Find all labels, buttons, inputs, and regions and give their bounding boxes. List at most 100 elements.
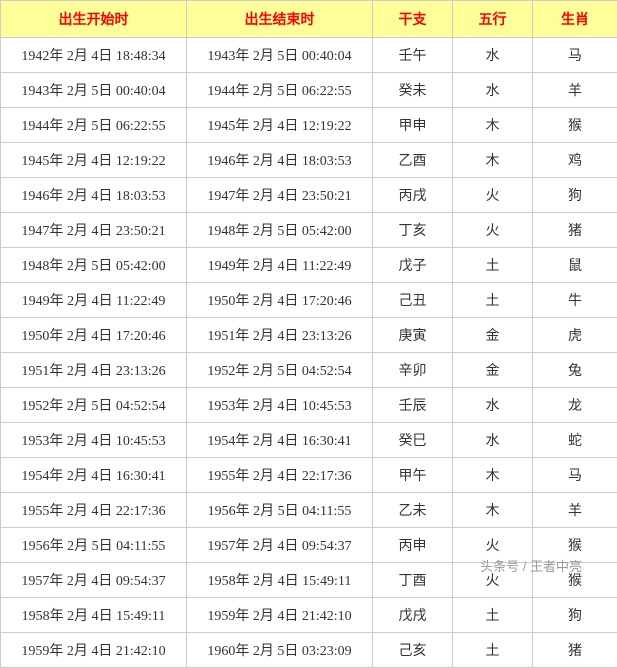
table-row: 1959年 2月 4日 21:42:101960年 2月 5日 03:23:09… — [1, 633, 617, 668]
cell-wx: 木 — [453, 493, 533, 528]
cell-sx: 蛇 — [533, 423, 617, 458]
table-row: 1944年 2月 5日 06:22:551945年 2月 4日 12:19:22… — [1, 108, 617, 143]
cell-sx: 牛 — [533, 283, 617, 318]
cell-gz: 壬辰 — [373, 388, 453, 423]
cell-gz: 丙戌 — [373, 178, 453, 213]
header-wuxing: 五行 — [453, 1, 533, 38]
cell-wx: 土 — [453, 598, 533, 633]
cell-sx: 羊 — [533, 493, 617, 528]
cell-end: 1947年 2月 4日 23:50:21 — [187, 178, 373, 213]
cell-start: 1944年 2月 5日 06:22:55 — [1, 108, 187, 143]
cell-end: 1958年 2月 4日 15:49:11 — [187, 563, 373, 598]
cell-start: 1949年 2月 4日 11:22:49 — [1, 283, 187, 318]
cell-start: 1945年 2月 4日 12:19:22 — [1, 143, 187, 178]
cell-end: 1944年 2月 5日 06:22:55 — [187, 73, 373, 108]
table-row: 1958年 2月 4日 15:49:111959年 2月 4日 21:42:10… — [1, 598, 617, 633]
table-row: 1950年 2月 4日 17:20:461951年 2月 4日 23:13:26… — [1, 318, 617, 353]
cell-sx: 马 — [533, 458, 617, 493]
cell-gz: 癸巳 — [373, 423, 453, 458]
cell-wx: 火 — [453, 178, 533, 213]
table-row: 1943年 2月 5日 00:40:041944年 2月 5日 06:22:55… — [1, 73, 617, 108]
table-row: 1945年 2月 4日 12:19:221946年 2月 4日 18:03:53… — [1, 143, 617, 178]
cell-start: 1948年 2月 5日 05:42:00 — [1, 248, 187, 283]
cell-end: 1949年 2月 4日 11:22:49 — [187, 248, 373, 283]
cell-wx: 水 — [453, 423, 533, 458]
cell-end: 1955年 2月 4日 22:17:36 — [187, 458, 373, 493]
cell-wx: 木 — [453, 458, 533, 493]
cell-wx: 土 — [453, 248, 533, 283]
cell-end: 1951年 2月 4日 23:13:26 — [187, 318, 373, 353]
cell-wx: 火 — [453, 563, 533, 598]
table-row: 1949年 2月 4日 11:22:491950年 2月 4日 17:20:46… — [1, 283, 617, 318]
cell-sx: 猴 — [533, 528, 617, 563]
cell-wx: 土 — [453, 283, 533, 318]
cell-start: 1947年 2月 4日 23:50:21 — [1, 213, 187, 248]
cell-wx: 水 — [453, 38, 533, 73]
cell-wx: 木 — [453, 143, 533, 178]
cell-start: 1943年 2月 5日 00:40:04 — [1, 73, 187, 108]
cell-wx: 火 — [453, 213, 533, 248]
cell-sx: 鼠 — [533, 248, 617, 283]
cell-gz: 癸未 — [373, 73, 453, 108]
cell-end: 1959年 2月 4日 21:42:10 — [187, 598, 373, 633]
cell-sx: 猪 — [533, 213, 617, 248]
cell-sx: 龙 — [533, 388, 617, 423]
cell-start: 1958年 2月 4日 15:49:11 — [1, 598, 187, 633]
table-row: 1948年 2月 5日 05:42:001949年 2月 4日 11:22:49… — [1, 248, 617, 283]
cell-sx: 狗 — [533, 178, 617, 213]
cell-end: 1953年 2月 4日 10:45:53 — [187, 388, 373, 423]
cell-gz: 丁酉 — [373, 563, 453, 598]
table-row: 1953年 2月 4日 10:45:531954年 2月 4日 16:30:41… — [1, 423, 617, 458]
cell-gz: 丁亥 — [373, 213, 453, 248]
table-row: 1955年 2月 4日 22:17:361956年 2月 5日 04:11:55… — [1, 493, 617, 528]
cell-gz: 乙未 — [373, 493, 453, 528]
header-row: 出生开始时 出生结束时 干支 五行 生肖 — [1, 1, 617, 38]
cell-sx: 马 — [533, 38, 617, 73]
cell-wx: 金 — [453, 318, 533, 353]
cell-gz: 己亥 — [373, 633, 453, 668]
cell-start: 1954年 2月 4日 16:30:41 — [1, 458, 187, 493]
cell-gz: 甲午 — [373, 458, 453, 493]
cell-wx: 土 — [453, 633, 533, 668]
cell-start: 1946年 2月 4日 18:03:53 — [1, 178, 187, 213]
ganzhi-table: 出生开始时 出生结束时 干支 五行 生肖 1942年 2月 4日 18:48:3… — [0, 0, 617, 668]
cell-gz: 壬午 — [373, 38, 453, 73]
cell-sx: 鸡 — [533, 143, 617, 178]
cell-start: 1952年 2月 5日 04:52:54 — [1, 388, 187, 423]
cell-wx: 金 — [453, 353, 533, 388]
cell-gz: 辛卯 — [373, 353, 453, 388]
cell-sx: 猴 — [533, 108, 617, 143]
cell-wx: 水 — [453, 73, 533, 108]
cell-wx: 水 — [453, 388, 533, 423]
cell-wx: 木 — [453, 108, 533, 143]
cell-wx: 火 — [453, 528, 533, 563]
table-row: 1957年 2月 4日 09:54:371958年 2月 4日 15:49:11… — [1, 563, 617, 598]
cell-gz: 戊戌 — [373, 598, 453, 633]
cell-sx: 狗 — [533, 598, 617, 633]
table-row: 1956年 2月 5日 04:11:551957年 2月 4日 09:54:37… — [1, 528, 617, 563]
cell-start: 1942年 2月 4日 18:48:34 — [1, 38, 187, 73]
cell-start: 1951年 2月 4日 23:13:26 — [1, 353, 187, 388]
cell-start: 1953年 2月 4日 10:45:53 — [1, 423, 187, 458]
cell-start: 1950年 2月 4日 17:20:46 — [1, 318, 187, 353]
table-row: 1954年 2月 4日 16:30:411955年 2月 4日 22:17:36… — [1, 458, 617, 493]
table-row: 1951年 2月 4日 23:13:261952年 2月 5日 04:52:54… — [1, 353, 617, 388]
cell-start: 1956年 2月 5日 04:11:55 — [1, 528, 187, 563]
header-start: 出生开始时 — [1, 1, 187, 38]
header-shengxiao: 生肖 — [533, 1, 617, 38]
cell-start: 1955年 2月 4日 22:17:36 — [1, 493, 187, 528]
cell-end: 1952年 2月 5日 04:52:54 — [187, 353, 373, 388]
cell-end: 1956年 2月 5日 04:11:55 — [187, 493, 373, 528]
cell-end: 1954年 2月 4日 16:30:41 — [187, 423, 373, 458]
cell-end: 1948年 2月 5日 05:42:00 — [187, 213, 373, 248]
cell-end: 1943年 2月 5日 00:40:04 — [187, 38, 373, 73]
cell-gz: 甲申 — [373, 108, 453, 143]
cell-gz: 庚寅 — [373, 318, 453, 353]
cell-sx: 虎 — [533, 318, 617, 353]
cell-sx: 兔 — [533, 353, 617, 388]
header-end: 出生结束时 — [187, 1, 373, 38]
cell-gz: 乙酉 — [373, 143, 453, 178]
table-row: 1952年 2月 5日 04:52:541953年 2月 4日 10:45:53… — [1, 388, 617, 423]
cell-sx: 羊 — [533, 73, 617, 108]
cell-gz: 戊子 — [373, 248, 453, 283]
